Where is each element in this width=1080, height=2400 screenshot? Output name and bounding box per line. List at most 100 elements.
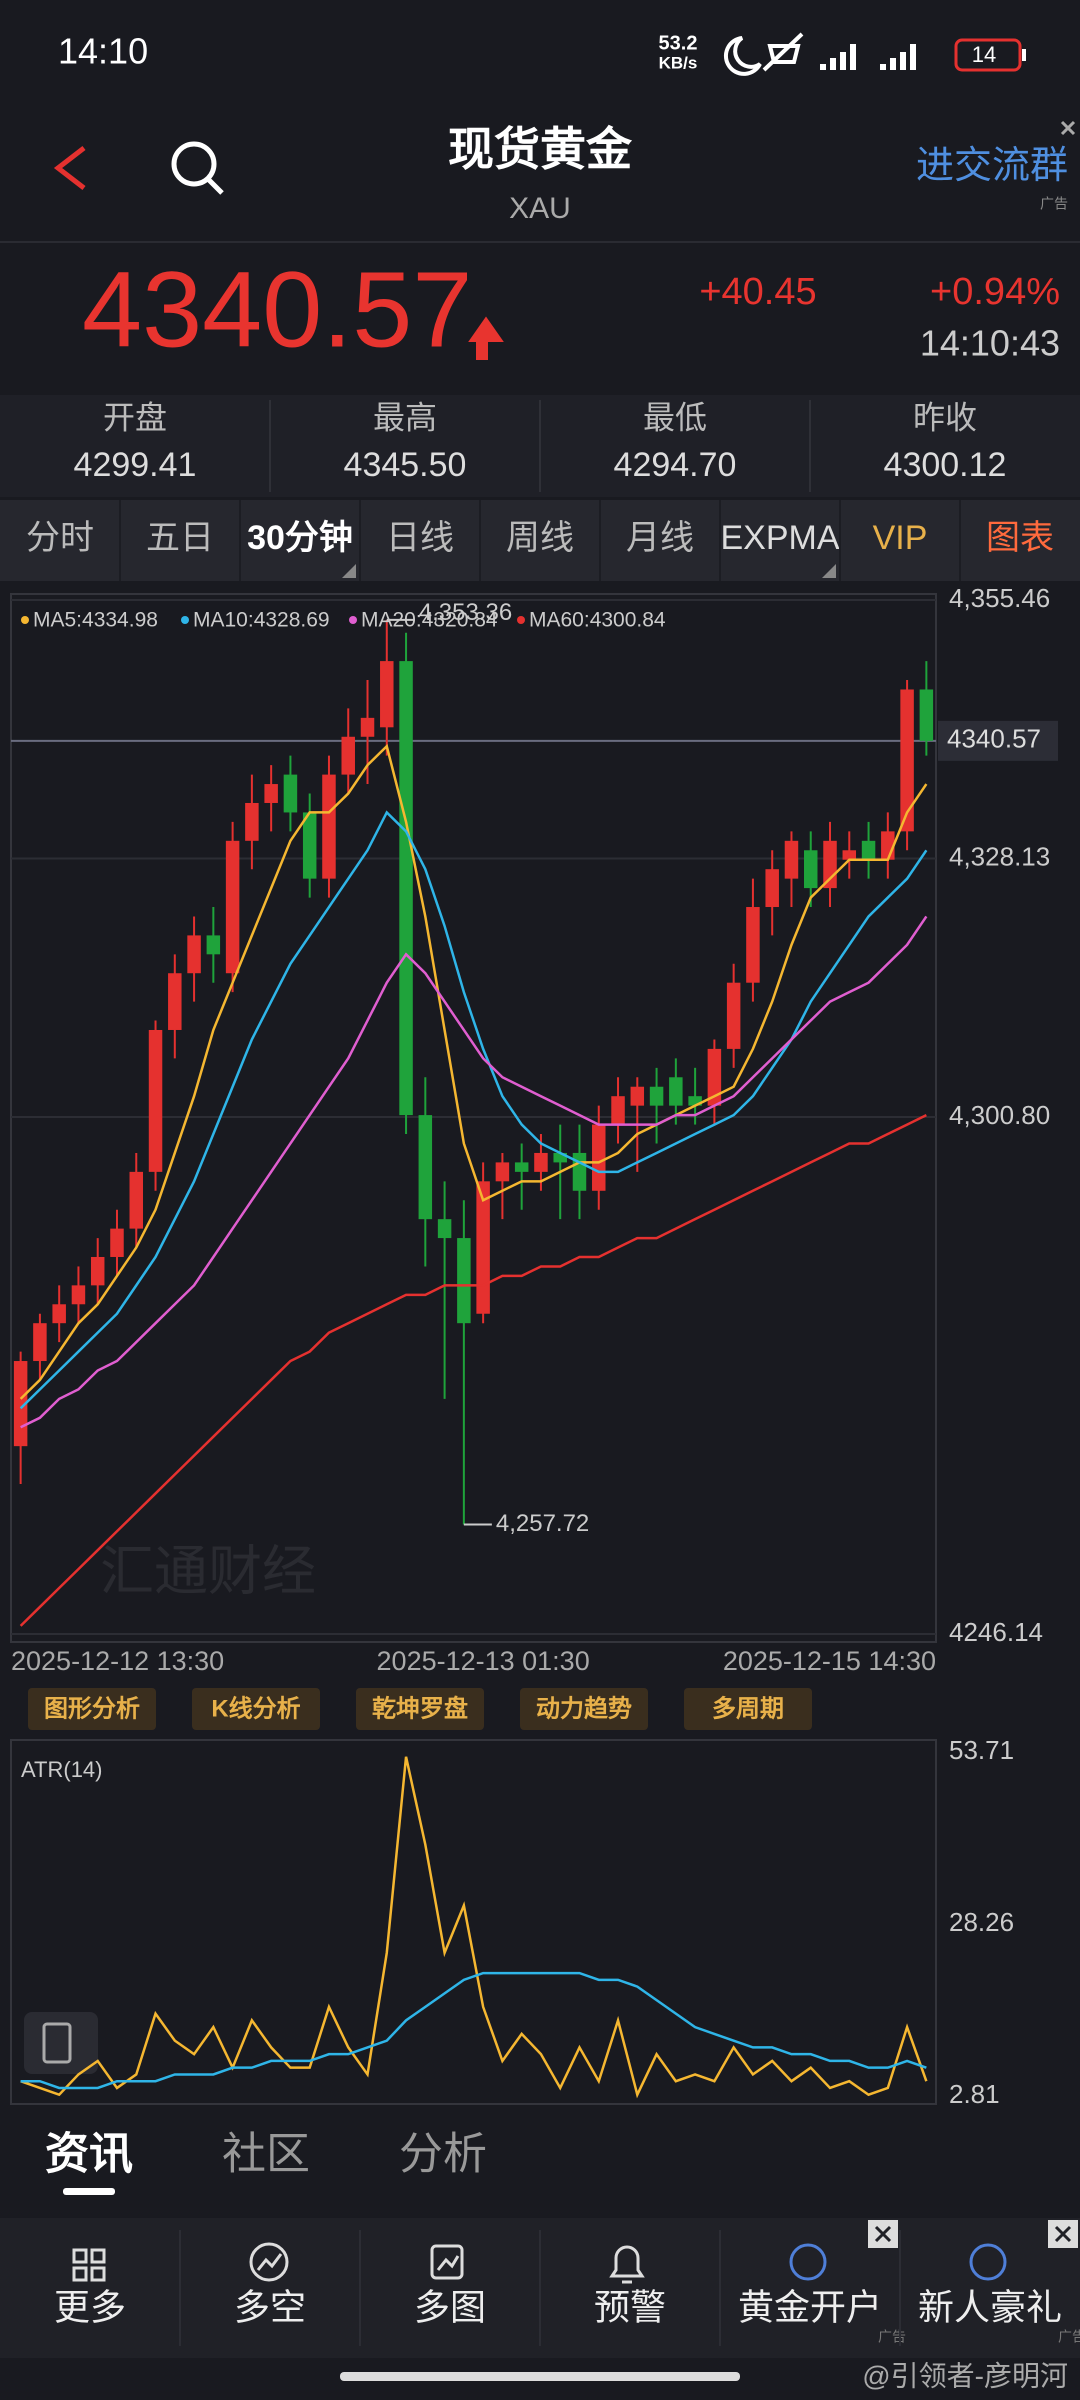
period-tab[interactable]: 月线 bbox=[626, 519, 694, 557]
tool-button[interactable] bbox=[28, 1688, 156, 1730]
news-tab[interactable]: 资讯 bbox=[45, 2130, 133, 2179]
candle-body bbox=[33, 1323, 47, 1362]
candle-body bbox=[746, 907, 760, 983]
atr-line bbox=[20, 1971, 927, 2090]
nav-label[interactable]: 多图 bbox=[414, 2287, 486, 2328]
nav-label[interactable]: 黄金开户 bbox=[738, 2287, 882, 2328]
page-subtitle: XAU bbox=[509, 192, 571, 225]
nav-icons bbox=[72, 2242, 1007, 2284]
ma-line bbox=[19, 743, 928, 1400]
candle-body bbox=[688, 1096, 702, 1106]
period-tab[interactable]: 五日 bbox=[146, 519, 214, 557]
candle-body bbox=[765, 869, 779, 908]
candle-body bbox=[206, 935, 221, 955]
candle-body bbox=[592, 1124, 606, 1191]
tool-button[interactable] bbox=[684, 1688, 812, 1730]
signal-icon bbox=[820, 44, 916, 70]
candle-body bbox=[90, 1256, 105, 1286]
candle-body bbox=[611, 1096, 625, 1125]
candle-body bbox=[572, 1152, 587, 1191]
status-time: 14:10 bbox=[58, 31, 148, 72]
candle-body bbox=[823, 840, 837, 889]
ad-close-x bbox=[874, 2225, 892, 2243]
annotation-label: 4,353.36 bbox=[419, 599, 512, 626]
battery-tip bbox=[1022, 49, 1026, 61]
group-button[interactable]: 进交流群 bbox=[916, 145, 1068, 187]
stat-value: 4294.70 bbox=[614, 446, 737, 484]
candle-body bbox=[457, 1238, 471, 1324]
candle-body bbox=[919, 689, 934, 741]
home-indicator bbox=[340, 2372, 740, 2381]
period-tab[interactable]: EXPMA bbox=[720, 519, 839, 557]
y-tick-label: 4246.14 bbox=[949, 1617, 1043, 1647]
candle-body bbox=[264, 784, 278, 803]
ad-close[interactable] bbox=[1060, 120, 1076, 136]
stat-label: 最低 bbox=[643, 399, 707, 435]
candle-body bbox=[669, 1077, 683, 1106]
nav-label[interactable]: 预警 bbox=[594, 2287, 666, 2328]
y-tick-label: 4,355.46 bbox=[949, 583, 1050, 613]
period-tab[interactable]: 分时 bbox=[26, 519, 94, 557]
search-button[interactable] bbox=[171, 141, 217, 187]
candle-body bbox=[322, 774, 336, 879]
period-tab[interactable]: VIP bbox=[873, 519, 928, 557]
candle-body bbox=[514, 1162, 529, 1172]
candle-body bbox=[553, 1152, 567, 1163]
legend-dot bbox=[349, 616, 357, 624]
price-change: +40.45 bbox=[699, 271, 816, 313]
stat-value: 4345.50 bbox=[344, 446, 467, 484]
rotate-button[interactable] bbox=[24, 2012, 98, 2074]
annotation-label: 4,257.72 bbox=[496, 1510, 589, 1537]
ma-line bbox=[19, 810, 928, 1410]
period-tab[interactable]: 日线 bbox=[386, 519, 454, 557]
legend-label: MA60:4300.84 bbox=[529, 609, 666, 632]
last-price-label: 4340.57 bbox=[947, 724, 1041, 754]
candle-body bbox=[225, 840, 240, 974]
candle-body bbox=[110, 1228, 124, 1257]
nav-label[interactable]: 多空 bbox=[234, 2287, 306, 2328]
period-tab[interactable]: 周线 bbox=[506, 519, 574, 557]
candle-body bbox=[803, 850, 818, 889]
tool-label: K线分析 bbox=[211, 1695, 300, 1722]
nav-label[interactable]: 更多 bbox=[54, 2287, 126, 2328]
candle-body bbox=[784, 840, 799, 879]
tool-button[interactable] bbox=[192, 1688, 320, 1730]
candle-body bbox=[495, 1162, 510, 1182]
tool-button[interactable] bbox=[520, 1688, 648, 1730]
tool-label: 多周期 bbox=[712, 1695, 784, 1722]
nav-ad-tag: 广告 bbox=[878, 2329, 906, 2345]
period-tab[interactable]: 图表 bbox=[986, 519, 1054, 557]
tool-button[interactable] bbox=[356, 1688, 484, 1730]
stat-value: 4300.12 bbox=[884, 446, 1007, 484]
candle-body bbox=[476, 1181, 490, 1314]
legend-label: MA5:4334.98 bbox=[33, 609, 158, 632]
stat-label: 昨收 bbox=[913, 399, 977, 435]
candle-body bbox=[726, 982, 741, 1049]
candle-body bbox=[148, 1029, 163, 1172]
candle-body bbox=[437, 1219, 452, 1239]
candle-body bbox=[900, 689, 914, 832]
atr-line bbox=[20, 1756, 928, 2099]
net-speed-unit: KB/s bbox=[659, 53, 698, 72]
up-arrow bbox=[468, 316, 504, 360]
candle-body bbox=[399, 661, 413, 1116]
y-tick-label: 2.81 bbox=[949, 2079, 1000, 2109]
ad-tag: 广告 bbox=[1040, 196, 1068, 212]
legend-dot bbox=[21, 616, 29, 624]
candle-body bbox=[649, 1086, 664, 1106]
back-button[interactable] bbox=[53, 146, 86, 190]
moon-icon bbox=[723, 36, 762, 76]
candle-body bbox=[630, 1086, 645, 1106]
news-tab[interactable]: 分析 bbox=[399, 2130, 487, 2179]
legend-dot bbox=[517, 616, 525, 624]
news-tab[interactable]: 社区 bbox=[222, 2130, 310, 2179]
candle-body bbox=[861, 840, 876, 860]
candle-body bbox=[245, 802, 259, 841]
nav-label[interactable]: 新人豪礼 bbox=[918, 2287, 1062, 2328]
tab-underline bbox=[63, 2188, 115, 2195]
ad-close-x bbox=[1054, 2225, 1072, 2243]
period-tab[interactable]: 30分钟 bbox=[247, 519, 353, 557]
candle-body bbox=[129, 1171, 144, 1229]
